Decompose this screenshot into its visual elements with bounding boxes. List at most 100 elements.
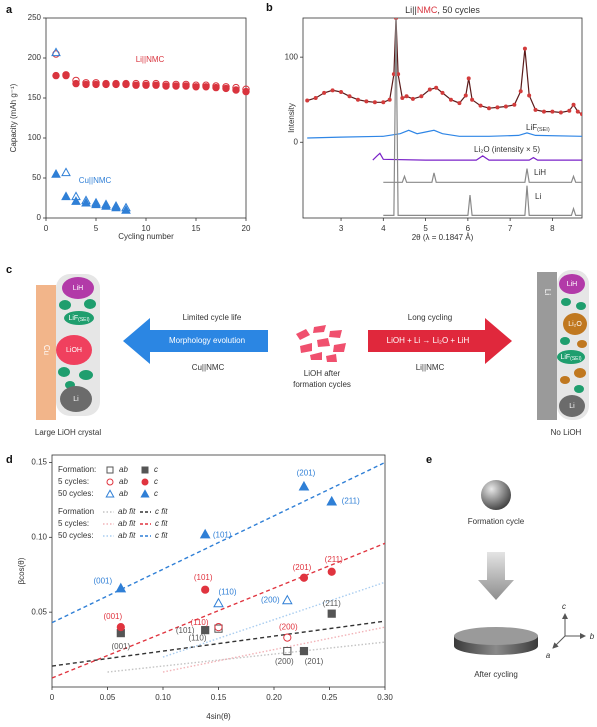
diagram-label: Formation cycle bbox=[468, 517, 525, 526]
x-tick-label: 0.30 bbox=[377, 693, 393, 702]
pattern-line bbox=[307, 18, 582, 115]
marker bbox=[102, 80, 110, 89]
marker bbox=[61, 191, 71, 201]
x-axis-label: Cycling number bbox=[118, 232, 174, 241]
grain-label-main: LiF bbox=[560, 354, 570, 361]
sphere bbox=[481, 480, 511, 510]
x-tick-label: 0.25 bbox=[322, 693, 338, 702]
x-tick-label: 0.10 bbox=[155, 693, 171, 702]
title-part: NMC bbox=[417, 5, 438, 15]
x-tick-label: 5 bbox=[423, 224, 428, 233]
y-tick-label: 0 bbox=[294, 137, 299, 146]
pattern-point bbox=[347, 94, 352, 99]
grain bbox=[574, 368, 586, 378]
pattern-point bbox=[567, 108, 572, 113]
fit-line bbox=[162, 626, 385, 673]
annotation-text: Cu||NMC bbox=[79, 176, 112, 185]
legend-label: ab bbox=[119, 489, 128, 498]
li-grain bbox=[60, 386, 92, 412]
legend-label: ab fit bbox=[118, 531, 136, 540]
fit-line bbox=[52, 542, 385, 679]
marker bbox=[112, 80, 120, 89]
marker bbox=[202, 83, 210, 91]
arrow-right bbox=[368, 318, 512, 364]
pattern-line bbox=[372, 152, 582, 161]
x-tick-label: 0 bbox=[50, 693, 55, 702]
y-tick-label: 250 bbox=[28, 13, 42, 22]
x-tick-label: 20 bbox=[242, 224, 251, 233]
point-label: (110) bbox=[218, 587, 236, 596]
pattern-line bbox=[307, 129, 582, 139]
marker bbox=[101, 200, 111, 210]
pattern-point bbox=[466, 76, 471, 81]
fit-line bbox=[52, 620, 385, 667]
pattern-point bbox=[434, 85, 439, 90]
pattern-point bbox=[355, 97, 360, 102]
plot-area bbox=[51, 47, 250, 214]
legend-row: 5 cycles: bbox=[58, 477, 89, 486]
legend-label: ab fit bbox=[118, 519, 136, 528]
arrow-label: LiOH + Li → Li₂O + LiH bbox=[387, 336, 470, 345]
marker bbox=[232, 86, 240, 94]
annotation-text: Li₂O (intensity × 5) bbox=[474, 145, 540, 154]
point-label: (211) bbox=[325, 555, 343, 564]
grain-label: LiF(SEI) bbox=[68, 315, 89, 323]
lioh-fragments bbox=[296, 325, 346, 362]
pattern-point bbox=[440, 90, 445, 95]
caption: Large LiOH crystal bbox=[35, 428, 101, 437]
grain bbox=[560, 376, 570, 384]
center-label: formation cycles bbox=[293, 380, 351, 389]
marker bbox=[327, 609, 336, 618]
pattern-point bbox=[305, 98, 310, 103]
title-part: , 50 cycles bbox=[437, 5, 480, 15]
marker bbox=[61, 167, 71, 177]
axis-arrow bbox=[552, 635, 566, 649]
marker bbox=[214, 623, 223, 632]
x-tick-label: 3 bbox=[339, 224, 344, 233]
legend-row: Formation: bbox=[58, 465, 96, 474]
lih-grain bbox=[62, 277, 94, 299]
electrode-label: Cu bbox=[42, 345, 51, 355]
pattern-point bbox=[522, 46, 527, 51]
y-tick-label: 0.10 bbox=[31, 532, 47, 541]
pattern-point bbox=[527, 93, 532, 98]
diagram-e: Formation cycle After cycling c b a bbox=[454, 480, 595, 679]
x-tick-label: 6 bbox=[466, 224, 471, 233]
marker bbox=[212, 83, 220, 92]
x-tick-label: 0 bbox=[44, 224, 49, 233]
point-label: (110) bbox=[188, 634, 206, 643]
panel-letter: c bbox=[6, 264, 12, 276]
point-label: (200) bbox=[279, 623, 298, 632]
y-tick-label: 50 bbox=[32, 173, 41, 182]
pattern-point bbox=[330, 88, 335, 93]
grain-label: LiOH bbox=[66, 347, 82, 354]
caption: No LiOH bbox=[551, 428, 582, 437]
down-arrow bbox=[478, 552, 514, 600]
grain bbox=[561, 298, 571, 306]
grain bbox=[576, 302, 586, 310]
point-label: (101) bbox=[213, 530, 232, 539]
legend-label: ab bbox=[119, 477, 128, 486]
marker bbox=[82, 80, 90, 89]
x-axis-label: 4sin(θ) bbox=[206, 712, 231, 721]
pattern-point bbox=[558, 110, 563, 115]
center-label: LiOH after bbox=[304, 369, 341, 378]
marker bbox=[327, 567, 336, 576]
legend-row: 5 cycles: bbox=[58, 519, 89, 528]
annotation-text: LiH bbox=[534, 168, 546, 177]
y-axis-label: Capacity (mAh g⁻¹) bbox=[9, 83, 18, 152]
annotation: LiH bbox=[534, 168, 546, 177]
axis-label: a bbox=[546, 651, 551, 660]
legend-label: c fit bbox=[155, 519, 168, 528]
grain bbox=[79, 370, 93, 380]
point-label: (201) bbox=[297, 469, 316, 478]
y-tick-label: 200 bbox=[28, 53, 42, 62]
marker bbox=[201, 626, 210, 635]
x-tick-label: 0.05 bbox=[100, 693, 116, 702]
x-tick-label: 0.15 bbox=[211, 693, 227, 702]
marker bbox=[298, 480, 310, 491]
plot-area bbox=[52, 461, 385, 679]
y-axis-label: βcos(θ) bbox=[17, 557, 26, 584]
legend-marker bbox=[140, 489, 150, 498]
